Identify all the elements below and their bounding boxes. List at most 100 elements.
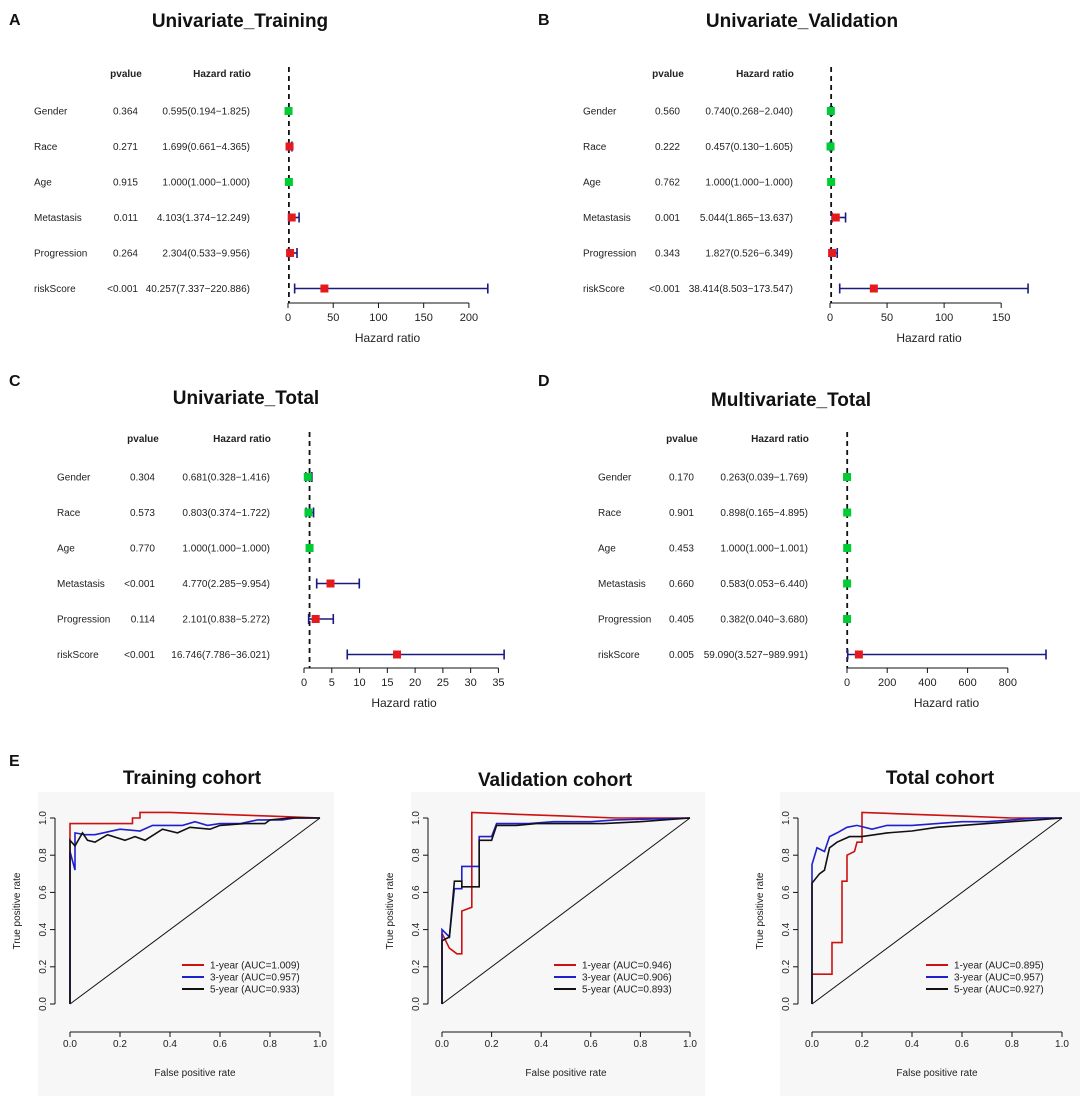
roc-validation-curve-black	[441, 817, 691, 1004]
forest-c-row-pvalue: 0.770	[130, 544, 155, 555]
forest-a-tick-label: 150	[415, 312, 433, 324]
forest-d-row-hr: 0.263(0.039−1.769)	[720, 473, 808, 484]
forest-c-point	[311, 615, 320, 623]
roc-total-x-tick-label: 0.0	[805, 1039, 819, 1050]
roc-total-y-tick-label: 1.0	[781, 811, 792, 825]
roc-validation-y-tick-label: 0.4	[411, 922, 422, 936]
roc-training-y-tick-label: 0.8	[38, 848, 49, 862]
forest-a-row-hr: 1.699(0.661−4.365)	[162, 142, 250, 153]
forest-b-point	[826, 142, 835, 151]
panel-label-c: C	[9, 373, 21, 390]
forest-b-header-hr: Hazard ratio	[736, 69, 794, 80]
forest-d-row-hr: 0.583(0.053−6.440)	[720, 579, 808, 590]
forest-a-row-hr: 2.304(0.533−9.956)	[162, 249, 250, 260]
roc-validation-y-tick-label: 0.0	[411, 997, 422, 1011]
panel-label-b: B	[538, 12, 550, 29]
forest-c-row-name: Race	[57, 508, 81, 519]
forest-b-row-name: Metastasis	[583, 213, 631, 224]
forest-b-tick-label: 50	[881, 312, 893, 324]
roc-total-xlabel: False positive rate	[896, 1068, 978, 1079]
forest-c-tick-label: 30	[465, 677, 477, 689]
roc-validation-y-tick-label: 0.8	[411, 848, 422, 862]
forest-d-row-name: Age	[598, 544, 616, 555]
forest-c-tick-label: 20	[409, 677, 421, 689]
panel-label-e: E	[9, 753, 20, 770]
roc-validation-diagonal	[441, 817, 691, 1005]
roc-validation-legend-label: 3-year (AUC=0.906)	[582, 973, 672, 984]
roc-total-y-tick-label: 0.0	[781, 997, 792, 1011]
roc-training-xlabel: False positive rate	[154, 1068, 236, 1079]
forest-b-row-hr: 38.414(8.503−173.547)	[689, 284, 793, 295]
forest-c-row-hr: 2.101(0.838−5.272)	[182, 615, 270, 626]
roc-validation-ylabel: True positive rate	[385, 872, 396, 949]
forest-c-header-hr: Hazard ratio	[213, 434, 271, 445]
forest-c-tick-label: 0	[301, 677, 307, 689]
roc-training-legend-label: 3-year (AUC=0.957)	[210, 973, 300, 984]
forest-c-row-pvalue: <0.001	[124, 650, 155, 661]
roc-total-y-tick-label: 0.4	[781, 922, 792, 936]
forest-a-row-pvalue: 0.271	[113, 142, 138, 153]
roc-training-y-tick-label: 0.6	[38, 885, 49, 899]
forest-c-row-name: Progression	[57, 615, 110, 626]
forest-a-row-pvalue: 0.264	[113, 249, 138, 260]
forest-b-row-hr: 5.044(1.865−13.637)	[700, 213, 793, 224]
roc-training-y-tick-label: 0.2	[38, 959, 49, 973]
roc-training-x-tick-label: 0.6	[213, 1039, 227, 1050]
roc-total-background	[780, 792, 1080, 1096]
roc-validation-xlabel: False positive rate	[525, 1068, 607, 1079]
forest-b-header-pvalue: pvalue	[652, 69, 684, 80]
roc-total-y-tick-label: 0.6	[781, 885, 792, 899]
forest-a-row-name: Metastasis	[34, 213, 82, 224]
roc-total-diagonal	[811, 817, 1063, 1005]
forest-d-point	[843, 615, 852, 623]
forest-a-tick-label: 50	[327, 312, 339, 324]
roc-validation-x-tick-label: 0.4	[534, 1039, 548, 1050]
forest-d-row-pvalue: 0.005	[669, 650, 694, 661]
forest-b-row-pvalue: <0.001	[649, 284, 680, 295]
forest-d-row-name: Progression	[598, 615, 651, 626]
roc-total-x-tick-label: 0.6	[955, 1039, 969, 1050]
forest-c-tick-label: 25	[437, 677, 449, 689]
roc-validation-x-tick-label: 0.6	[584, 1039, 598, 1050]
forest-a-point	[320, 284, 329, 293]
forest-d-row-pvalue: 0.170	[669, 473, 694, 484]
forest-c-point	[326, 579, 335, 588]
forest-d-point	[843, 508, 852, 517]
roc-training-curve-blue	[69, 817, 320, 1004]
forest-c-row-pvalue: 0.573	[130, 508, 155, 519]
forest-a-row-name: Gender	[34, 107, 68, 118]
forest-b-row-pvalue: 0.222	[655, 142, 680, 153]
forest-a-row-pvalue: <0.001	[107, 284, 138, 295]
forest-a-row-name: riskScore	[34, 284, 76, 295]
panel-label-a: A	[9, 12, 21, 29]
forest-d-row-hr: 59.090(3.527−989.991)	[704, 650, 808, 661]
forest-b-row-name: Age	[583, 178, 601, 189]
forest-c-point	[303, 473, 312, 481]
forest-c-row-hr: 16.746(7.786−36.021)	[171, 650, 270, 661]
forest-d-tick-label: 600	[958, 677, 976, 689]
roc-training-x-tick-label: 0.2	[113, 1039, 127, 1050]
forest-c-tick-label: 15	[381, 677, 393, 689]
roc-validation-legend-label: 5-year (AUC=0.893)	[582, 985, 672, 996]
forest-d-title: Multivariate_Total	[711, 390, 871, 411]
forest-a-header-hr: Hazard ratio	[193, 69, 251, 80]
roc-validation-x-tick-label: 0.2	[485, 1039, 499, 1050]
roc-total-legend-label: 3-year (AUC=0.957)	[954, 973, 1044, 984]
forest-b-title: Univariate_Validation	[706, 11, 898, 32]
forest-d-tick-label: 0	[844, 677, 850, 689]
roc-training-ylabel: True positive rate	[12, 872, 23, 949]
forest-a-row-name: Progression	[34, 249, 87, 260]
forest-a-xlabel: Hazard ratio	[355, 331, 421, 345]
plots-layer: pvalue Hazard ratio Gender 0.364 0.595(0.194…	[12, 67, 1080, 1096]
roc-validation-background	[411, 792, 705, 1096]
forest-b-tick-label: 100	[935, 312, 953, 324]
forest-c-row-name: Gender	[57, 473, 91, 484]
forest-b-row-pvalue: 0.343	[655, 249, 680, 260]
forest-a-point	[285, 142, 294, 151]
roc-training-x-tick-label: 0.8	[263, 1039, 277, 1050]
forest-a-row-name: Race	[34, 142, 58, 153]
forest-d-row-hr: 1.000(1.000−1.001)	[720, 544, 808, 555]
forest-c-header-pvalue: pvalue	[127, 434, 159, 445]
